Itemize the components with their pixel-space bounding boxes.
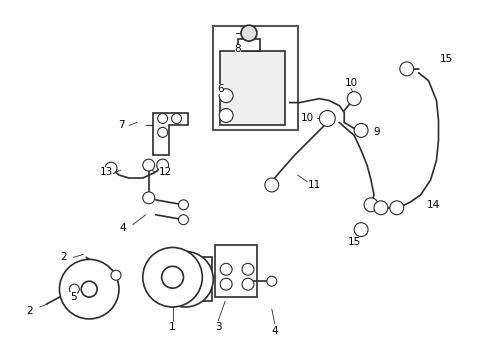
- Circle shape: [157, 251, 213, 307]
- Text: 10: 10: [300, 113, 313, 123]
- Text: 12: 12: [159, 167, 172, 177]
- Circle shape: [142, 159, 154, 171]
- Circle shape: [178, 215, 188, 225]
- Text: 2: 2: [60, 252, 66, 262]
- Text: 8: 8: [234, 44, 241, 54]
- Circle shape: [219, 89, 233, 103]
- Text: 15: 15: [439, 54, 452, 64]
- Circle shape: [399, 62, 413, 76]
- Bar: [238, 39, 259, 51]
- Circle shape: [346, 92, 360, 105]
- Circle shape: [162, 266, 183, 288]
- Circle shape: [266, 276, 276, 286]
- Circle shape: [353, 123, 367, 137]
- Text: 14: 14: [426, 200, 439, 210]
- Circle shape: [319, 111, 335, 126]
- Circle shape: [353, 223, 367, 237]
- Text: 2: 2: [26, 306, 33, 316]
- Text: 10: 10: [344, 78, 357, 88]
- Circle shape: [264, 178, 278, 192]
- Text: 9: 9: [373, 127, 380, 138]
- Text: 11: 11: [307, 180, 321, 190]
- Circle shape: [142, 192, 154, 204]
- Circle shape: [111, 270, 121, 280]
- Text: 7: 7: [118, 121, 124, 130]
- Circle shape: [220, 264, 232, 275]
- Text: 4: 4: [120, 222, 126, 233]
- Bar: [213, 26, 297, 130]
- Circle shape: [156, 159, 168, 171]
- Circle shape: [220, 278, 232, 290]
- Text: 5: 5: [70, 292, 77, 302]
- Circle shape: [157, 113, 167, 123]
- Circle shape: [69, 284, 79, 294]
- Circle shape: [242, 264, 253, 275]
- Polygon shape: [152, 113, 188, 155]
- Circle shape: [364, 198, 377, 212]
- Text: 1: 1: [169, 322, 176, 332]
- Circle shape: [157, 127, 167, 137]
- Circle shape: [373, 201, 387, 215]
- Circle shape: [81, 281, 97, 297]
- Circle shape: [219, 109, 233, 122]
- Circle shape: [105, 162, 117, 174]
- Bar: [161, 257, 212, 301]
- Circle shape: [60, 260, 119, 319]
- Circle shape: [389, 201, 403, 215]
- Text: 4: 4: [271, 326, 278, 336]
- Circle shape: [142, 247, 202, 307]
- Text: 15: 15: [347, 237, 360, 247]
- Bar: [215, 246, 256, 297]
- Circle shape: [175, 269, 195, 289]
- Text: 3: 3: [214, 322, 221, 332]
- Circle shape: [241, 25, 256, 41]
- Text: 13: 13: [99, 167, 112, 177]
- Circle shape: [242, 278, 253, 290]
- Circle shape: [178, 200, 188, 210]
- Text: 6: 6: [217, 84, 223, 94]
- Circle shape: [171, 113, 181, 123]
- Bar: [220, 51, 284, 125]
